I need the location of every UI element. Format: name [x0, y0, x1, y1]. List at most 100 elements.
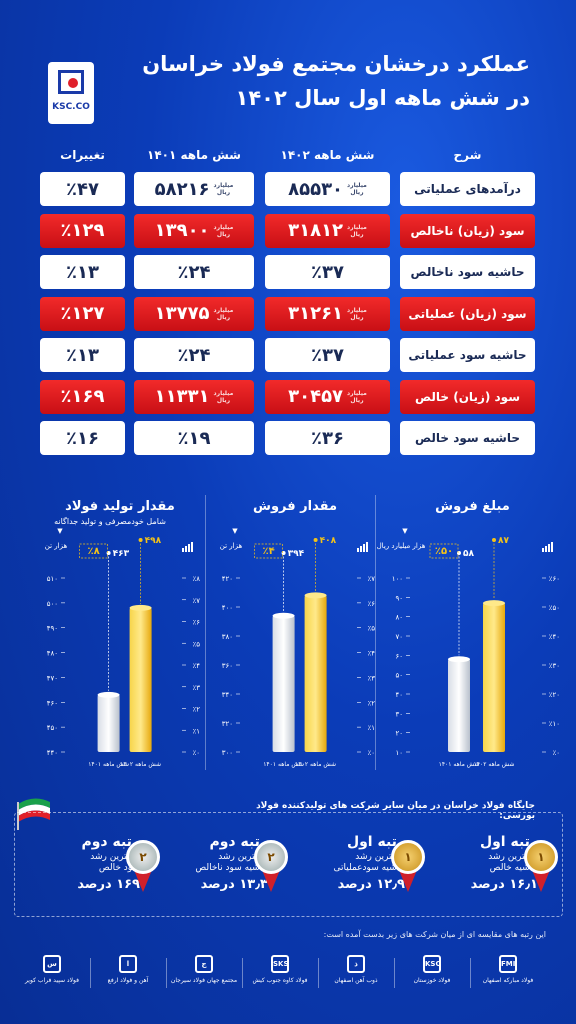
y-tick-label: ۴۰۰ — [222, 604, 233, 612]
rank-title: رتبه اول — [479, 834, 538, 850]
rank-desc: بیشترین رشد — [355, 852, 405, 862]
y-tick-label: ۳۴۰ — [222, 691, 233, 699]
company-logo: ذ ذوب آهن اصفهان — [321, 955, 391, 984]
company-name: فولاد خوزستان — [413, 977, 451, 984]
company-separator — [318, 958, 319, 988]
ribbon-icon — [532, 870, 550, 892]
cell-text: ٪۳۷ — [311, 261, 344, 283]
rank-title: رتبه اول — [346, 834, 405, 850]
y-tick-label: ۴۰ — [395, 691, 403, 699]
y-tick-label: ۱۰ — [395, 749, 403, 757]
growth-box — [429, 543, 459, 559]
bar-cap — [97, 691, 120, 698]
unit-line: ریال — [350, 313, 364, 321]
y-tick-label: ۳۶۰ — [222, 662, 233, 670]
growth-label: ٪۸ — [87, 546, 99, 557]
bar — [304, 595, 327, 752]
growth-icon — [366, 542, 368, 552]
unit-line: ریال — [216, 189, 231, 196]
y-tick-label: ۴۹۰ — [47, 625, 58, 633]
pct-tick-label: ٪۱ — [367, 724, 375, 732]
company-logo: FMI فولاد مبارکه اصفهان — [473, 955, 543, 984]
rank-metric: سود خالص — [98, 863, 140, 873]
unit-label: میلیارد ریال — [347, 182, 367, 196]
pct-tick-label: ٪۷ — [192, 597, 200, 605]
bar-cap — [304, 592, 327, 599]
company-separator — [470, 958, 471, 988]
medal-icon: ۲ — [126, 840, 160, 874]
unit-line: میلیارد — [213, 182, 234, 189]
company-logo: ا آهن و فولاد ارفع — [93, 955, 163, 984]
change-cell: ٪۱۲۹ — [40, 213, 125, 248]
bar — [129, 607, 152, 752]
pct-tick-label: ٪۳ — [192, 684, 200, 692]
unit-label: میلیارد ریال — [214, 224, 234, 238]
company-logo: س فولاد سپید فراب کویر — [17, 955, 87, 984]
bar — [448, 659, 470, 752]
pct-tick-label: ٪۶۰ — [549, 575, 560, 583]
category-label: شش ماهه ۱۴۰۱ — [88, 761, 129, 768]
bar-cap — [272, 612, 295, 619]
company-icon: ا — [119, 955, 137, 973]
cell-text: ۱۱۳۳۱ — [154, 386, 210, 407]
cell-text: ۳۰۴۵۷ — [288, 386, 344, 407]
company-icon: ج — [195, 955, 213, 973]
row-label: سود (زیان) ناخالص — [400, 213, 535, 248]
unit-line: ریال — [216, 396, 231, 404]
pct-tick-label: ٪۵۰ — [549, 604, 560, 612]
unit-line: ریال — [216, 230, 231, 238]
ranking-box — [14, 812, 563, 917]
y-tick-label: ۴۸۰ — [47, 650, 58, 658]
y-tick-label: ۳۰۰ — [222, 749, 233, 757]
unit-line: ریال — [350, 189, 364, 196]
chart-subtitle: شامل خودمصرفی و تولید جداگانه — [54, 516, 166, 526]
bar — [272, 615, 295, 752]
pct-tick-label: ٪۵ — [367, 625, 375, 633]
table-header-change: تغییرات — [60, 148, 105, 162]
rank-metric: حاشیه سودعملیاتی — [333, 863, 405, 873]
pct-tick-label: ٪۰ — [192, 749, 200, 757]
chart-divider — [375, 495, 376, 770]
data-label: ۴۶۳ — [113, 549, 130, 559]
y-axis-label: هزار میلیارد ریال — [377, 542, 426, 550]
bar-cap — [448, 656, 470, 663]
company-logo: ج مجتمع جهان فولاد سیرجان — [169, 955, 239, 984]
y-tick-label: ۱۰۰ — [392, 575, 403, 583]
unit-label: میلیارد ریال — [347, 224, 367, 238]
growth-icon — [545, 546, 547, 552]
cell-text: ٪۱۹ — [177, 427, 211, 449]
growth-icon — [191, 542, 193, 552]
medal-icon: ۱ — [524, 840, 558, 874]
y-axis-label: هزار تن — [45, 542, 68, 550]
company-icon: س — [43, 955, 61, 973]
value-cell: ٪۲۴ — [134, 338, 254, 372]
row-label: حاشیه سود عملیاتی — [400, 338, 535, 372]
category-label: شش ماهه ۱۴۰۱ — [263, 761, 304, 768]
y-tick-label: ۳۸۰ — [222, 633, 233, 641]
axis-arrow: ▼ — [232, 527, 238, 535]
pct-tick-label: ٪۰ — [367, 749, 375, 757]
row-label: حاشیه سود ناخالص — [400, 255, 535, 289]
rank-card: رتبه دوم بیشترین رشد سود خالص ۱۶۹ درصد — [40, 834, 140, 892]
pct-tick-label: ٪۱ — [192, 727, 200, 735]
category-label: شش ماهه ۱۴۰۲ — [474, 761, 515, 768]
cell-text: ۳۱۸۱۲ — [288, 220, 344, 241]
rank-desc: بیشترین رشد — [218, 852, 268, 862]
value-cell: ٪۲۴ — [134, 255, 254, 289]
pct-tick-label: ٪۰ — [552, 749, 560, 757]
change-cell: ٪۴۷ — [40, 172, 125, 206]
growth-icon — [360, 546, 362, 552]
growth-icon — [551, 542, 553, 552]
table-header-desc: شرح — [453, 148, 482, 162]
bar — [97, 694, 120, 752]
cell-text: حاشیه سود عملیاتی — [408, 348, 527, 362]
chart-title: مبلغ فروش — [435, 499, 510, 514]
cell-text: ۵۸۲۱۶ — [154, 178, 210, 200]
y-tick-label: ۴۷۰ — [47, 674, 58, 682]
growth-icon — [188, 544, 190, 552]
data-label: ۳۹۴ — [288, 549, 305, 559]
charts-svg: مبلغ فروش هزار میلیارد ریال ▼ ۱۰ ۲۰ ۳۰ ۴۰ ۵۰ ۶۰ ۷… — [45, 499, 560, 768]
cell-text: ٪۱۲۷ — [60, 303, 105, 324]
pct-tick-label: ٪۲ — [192, 706, 200, 714]
cell-text: سود (زیان) ناخالص — [410, 223, 525, 238]
